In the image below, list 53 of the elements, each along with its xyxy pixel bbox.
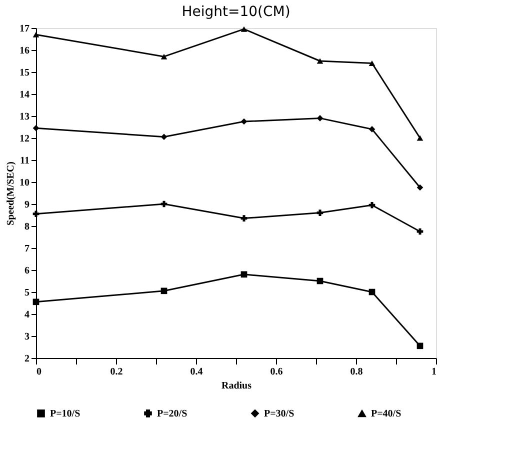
y-tick-label: 16 <box>20 46 30 56</box>
x-tick-label: 0.4 <box>190 366 203 378</box>
point <box>316 210 324 216</box>
x-tick-label: 0.8 <box>350 366 363 378</box>
point <box>416 228 424 235</box>
y-tick-label: 6 <box>24 266 30 276</box>
point <box>240 215 248 222</box>
y-tick-label: 7 <box>24 244 30 254</box>
y-tick-label: 5 <box>24 288 30 298</box>
y-tick-label: 11 <box>20 156 30 166</box>
point <box>240 271 248 278</box>
point <box>32 298 40 306</box>
point <box>316 278 324 284</box>
point <box>160 54 168 60</box>
point <box>416 184 424 191</box>
x-tick-label: 0 <box>36 366 42 378</box>
point <box>240 118 248 125</box>
point <box>368 60 376 66</box>
point <box>160 288 168 294</box>
y-tick-label: 2 <box>24 354 30 364</box>
point <box>240 26 248 32</box>
y-tick-label: 15 <box>20 68 30 78</box>
legend-label: P=40/S <box>371 408 402 420</box>
point <box>316 58 324 64</box>
x-tick-label: 0.2 <box>110 366 123 378</box>
y-tick-label: 8 <box>24 222 30 232</box>
y-tick-label: 12 <box>20 134 30 144</box>
point <box>160 134 168 140</box>
x-axis-title: Radius <box>221 380 252 392</box>
x-tick-label: 0.6 <box>270 366 283 378</box>
legend-label: P=30/S <box>264 408 295 420</box>
y-tick-label: 17 <box>20 24 30 34</box>
y-tick-label: 4 <box>24 310 30 320</box>
chart-title: Height=10(CM) <box>182 4 290 20</box>
legend-label: P=10/S <box>50 408 81 420</box>
legend-label: P=20/S <box>157 408 188 420</box>
point <box>368 288 376 296</box>
point <box>160 200 168 208</box>
y-tick-label: 13 <box>20 112 30 122</box>
point <box>32 210 40 218</box>
point <box>416 342 424 350</box>
y-tick-label: 9 <box>24 200 30 210</box>
y-tick-label: 3 <box>24 332 30 342</box>
y-tick-label: 10 <box>20 178 30 188</box>
point <box>416 135 424 141</box>
point <box>32 124 40 132</box>
x-tick-label: 1 <box>432 366 436 378</box>
point <box>368 126 376 132</box>
y-axis-title: Speed(M/SEC) <box>6 162 16 226</box>
point <box>316 115 324 122</box>
point <box>32 32 40 38</box>
point <box>368 202 376 208</box>
y-tick-label: 14 <box>20 90 30 100</box>
